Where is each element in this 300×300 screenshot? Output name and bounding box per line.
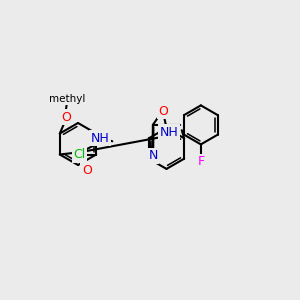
Text: O: O	[158, 105, 168, 118]
Text: N: N	[148, 149, 158, 162]
Text: F: F	[197, 155, 204, 168]
Text: methyl: methyl	[49, 94, 85, 104]
Text: Cl: Cl	[74, 148, 86, 161]
Text: NH: NH	[90, 132, 109, 145]
Text: O: O	[82, 164, 92, 177]
Text: NH: NH	[160, 126, 178, 139]
Text: O: O	[61, 111, 71, 124]
